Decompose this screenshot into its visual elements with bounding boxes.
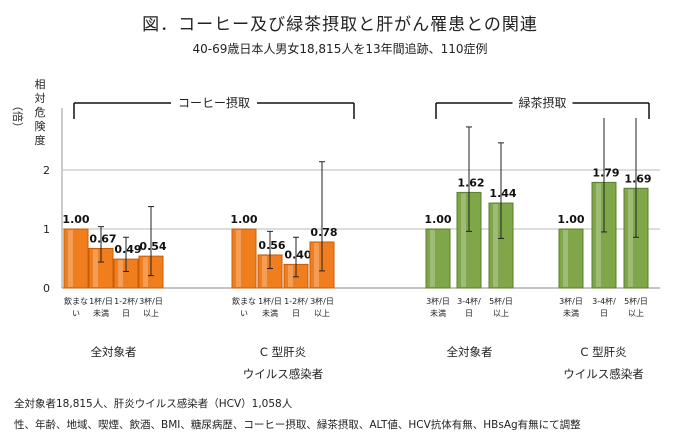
bar-highlight <box>563 230 568 287</box>
category-label: 飲まな <box>64 296 88 306</box>
bar-highlight <box>461 193 466 287</box>
category-label: い <box>72 309 80 318</box>
chart-title: 図．コーヒー及び緑茶摂取と肝がん罹患との関連 <box>142 15 538 35</box>
bar-highlight <box>288 265 293 287</box>
y-axis-label-char: 相 <box>35 78 46 91</box>
data-label: 0.78 <box>310 226 337 239</box>
category-label: 3杯/日 <box>426 296 450 306</box>
bar-highlight <box>236 230 241 287</box>
group-label: ウイルス感染者 <box>563 367 644 381</box>
category-label: 日 <box>292 309 300 318</box>
chart-subtitle: 40-69歳日本人男女18,815人を13年間追跡、110症例 <box>192 42 488 56</box>
category-label: 以上 <box>143 309 159 318</box>
data-label: 1.79 <box>592 166 619 179</box>
category-label: 1杯/日 <box>89 296 113 306</box>
data-label: 1.69 <box>624 172 651 185</box>
section-label: コーヒー摂取 <box>178 95 250 110</box>
data-label: 1.00 <box>230 213 257 226</box>
bar-highlight <box>493 204 498 287</box>
category-label: 日 <box>600 309 608 318</box>
section-label: 緑茶摂取 <box>518 95 566 110</box>
category-label: 飲まな <box>232 296 256 306</box>
category-label: 未満 <box>93 308 109 318</box>
category-label: 5杯/日 <box>489 296 513 306</box>
footnote-1: 全対象者18,815人、肝炎ウイルス感染者（HCV）1,058人 <box>14 398 293 410</box>
bar-highlight <box>93 249 98 287</box>
bar-highlight <box>628 189 633 287</box>
data-label: 0.40 <box>284 248 311 261</box>
category-label: 3-4杯/ <box>457 296 481 306</box>
category-label: 1杯/日 <box>258 296 282 306</box>
category-label: 日 <box>122 309 130 318</box>
bar <box>558 228 584 289</box>
y-axis-label-char: 険 <box>35 120 46 133</box>
data-label: 1.44 <box>489 187 516 200</box>
category-label: 3杯/日 <box>310 296 334 306</box>
group-label: C 型肝炎 <box>580 345 626 359</box>
group-label: 全対象者 <box>447 345 493 359</box>
category-label: 未満 <box>430 308 446 318</box>
data-label: 1.00 <box>557 213 584 226</box>
category-label: 以上 <box>493 309 509 318</box>
y-axis-label-char: 危 <box>35 106 46 119</box>
group-label: C 型肝炎 <box>260 345 306 359</box>
category-label: 1-2杯/ <box>114 296 138 306</box>
category-label: 日 <box>465 309 473 318</box>
bar-highlight <box>143 257 148 287</box>
category-label: 1-2杯/ <box>284 296 308 306</box>
category-label: 未満 <box>563 308 579 318</box>
bar <box>425 228 451 289</box>
bar-highlight <box>262 255 267 287</box>
category-label: 未満 <box>262 308 278 318</box>
category-label: 以上 <box>314 309 330 318</box>
category-label: 3杯/日 <box>559 296 583 306</box>
y-axis-label-char: 度 <box>35 133 46 147</box>
category-label: 3杯/日 <box>139 296 163 306</box>
bar-highlight <box>596 183 601 287</box>
category-label: 3-4杯/ <box>592 296 616 306</box>
bar-highlight <box>314 242 319 287</box>
category-label: 5杯/日 <box>624 296 648 306</box>
data-label: 0.54 <box>139 240 166 253</box>
bar-highlight <box>68 230 73 287</box>
data-label: 0.56 <box>258 239 285 252</box>
y-axis-label-char: 対 <box>35 91 46 105</box>
category-label: い <box>240 309 248 318</box>
data-label: 1.62 <box>457 176 484 189</box>
data-label: 1.00 <box>424 213 451 226</box>
group-label: 全対象者 <box>91 345 137 359</box>
section-label-bg <box>171 95 257 109</box>
category-label: 以上 <box>628 309 644 318</box>
footnote-2: 性、年齢、地域、喫煙、飲酒、BMI、糖尿病歴、コーヒー摂取、緑茶摂取、ALT値、… <box>14 419 581 431</box>
bar <box>63 228 89 289</box>
y-axis-unit: （倍） <box>11 100 25 133</box>
y-tick-label: 2 <box>43 164 50 177</box>
y-tick-label: 1 <box>43 223 50 236</box>
data-label: 1.00 <box>62 213 89 226</box>
bar-highlight <box>118 260 123 287</box>
bar-highlight <box>430 230 435 287</box>
section-label-bg <box>512 95 573 109</box>
data-label: 0.49 <box>114 243 141 256</box>
bar <box>231 228 257 289</box>
group-label: ウイルス感染者 <box>243 367 324 381</box>
data-label: 0.67 <box>89 232 116 245</box>
y-tick-label: 0 <box>43 282 50 295</box>
